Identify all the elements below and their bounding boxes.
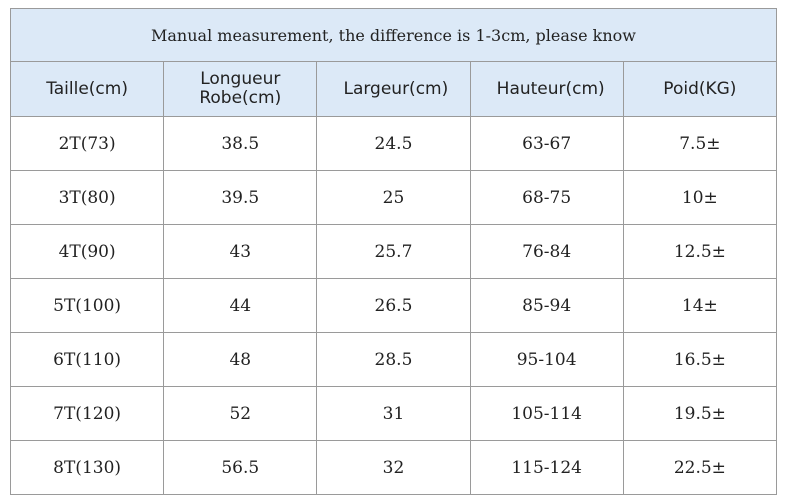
table-row: 2T(73) 38.5 24.5 63-67 7.5± — [9, 116, 778, 171]
table-cell: 95-104 — [469, 332, 624, 387]
table-body: 2T(73) 38.5 24.5 63-67 7.5± 3T(80) 39.5 25 68-75… — [9, 116, 778, 495]
header-text: Longueur Robe(cm) — [199, 69, 282, 108]
header-cell: Longueur Robe(cm) — [163, 61, 318, 117]
table-row: 5T(100) 44 26.5 85-94 14± — [9, 278, 778, 333]
table-cell: 16.5± — [622, 332, 778, 387]
table-title: Manual measurement, the difference is 1-… — [10, 8, 777, 62]
table-cell: 38.5 — [163, 116, 318, 171]
table-cell: 76-84 — [469, 224, 624, 279]
table-cell: 22.5± — [622, 440, 778, 495]
table-cell: 10± — [622, 170, 778, 225]
table-row: 4T(90) 43 25.7 76-84 12.5± — [9, 224, 778, 279]
header-text: Largeur(cm) — [343, 78, 449, 99]
table-cell: 24.5 — [316, 116, 471, 171]
table-cell: 39.5 — [163, 170, 318, 225]
header-text: Poid(KG) — [663, 78, 737, 99]
table-cell: 7.5± — [622, 116, 778, 171]
header-cell: Hauteur(cm) — [469, 61, 624, 117]
table-cell: 56.5 — [163, 440, 318, 495]
table-cell: 26.5 — [316, 278, 471, 333]
table-cell: 44 — [163, 278, 318, 333]
table-cell: 28.5 — [316, 332, 471, 387]
table-cell: 25 — [316, 170, 471, 225]
table-cell: 48 — [163, 332, 318, 387]
table-row: 6T(110) 48 28.5 95-104 16.5± — [9, 332, 778, 387]
table-cell: 115-124 — [469, 440, 624, 495]
header-cell: Largeur(cm) — [316, 61, 471, 117]
header-cell: Poid(KG) — [622, 61, 778, 117]
table-row: 7T(120) 52 31 105-114 19.5± — [9, 386, 778, 441]
table-cell: 43 — [163, 224, 318, 279]
table-cell: 25.7 — [316, 224, 471, 279]
header-text: Hauteur(cm) — [496, 78, 605, 99]
table-cell: 19.5± — [622, 386, 778, 441]
table-cell: 3T(80) — [9, 170, 165, 225]
header-row: Taille(cm) Longueur Robe(cm) Largeur(cm) Ha… — [9, 61, 778, 117]
table-cell: 8T(130) — [9, 440, 165, 495]
header-cell: Taille(cm) — [9, 61, 165, 117]
table-cell: 7T(120) — [9, 386, 165, 441]
size-table: Manual measurement, the difference is 1-… — [9, 8, 778, 495]
table-cell: 68-75 — [469, 170, 624, 225]
table-cell: 6T(110) — [9, 332, 165, 387]
table-cell: 105-114 — [469, 386, 624, 441]
table-cell: 4T(90) — [9, 224, 165, 279]
table-cell: 31 — [316, 386, 471, 441]
table-cell: 2T(73) — [9, 116, 165, 171]
table-cell: 5T(100) — [9, 278, 165, 333]
table-cell: 14± — [622, 278, 778, 333]
header-text: Taille(cm) — [46, 78, 128, 99]
table-cell: 85-94 — [469, 278, 624, 333]
table-cell: 63-67 — [469, 116, 624, 171]
table-cell: 32 — [316, 440, 471, 495]
table-cell: 52 — [163, 386, 318, 441]
table-cell: 12.5± — [622, 224, 778, 279]
table-row: 3T(80) 39.5 25 68-75 10± — [9, 170, 778, 225]
table-row: 8T(130) 56.5 32 115-124 22.5± — [9, 440, 778, 495]
